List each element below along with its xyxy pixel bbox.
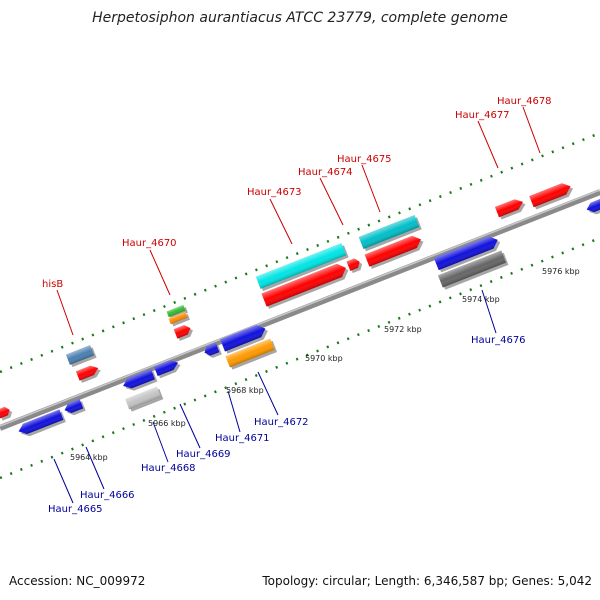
gene-block[interactable] — [168, 311, 190, 327]
gene-block-shading — [261, 263, 346, 307]
leader-line-haur-4678 — [522, 106, 541, 154]
gene-label-haur-4670[interactable]: Haur_4670 — [122, 238, 177, 249]
reverse-gene-labels: Haur_4665 Haur_4666 Haur_4668 Haur_4669 … — [48, 335, 526, 515]
leader-line-haur-4670 — [149, 249, 171, 296]
gene-block-shading — [364, 235, 421, 267]
gene-label-haur-4675[interactable]: Haur_4675 — [337, 154, 392, 165]
gene-block-shading — [529, 183, 571, 208]
gene-block-haur-4672[interactable] — [225, 338, 278, 370]
gene-block-shading — [220, 325, 266, 352]
gene-block-shading — [18, 409, 64, 434]
gene-block-haur-4665[interactable] — [17, 409, 66, 439]
gene-block-shading — [204, 342, 220, 356]
gene-block[interactable] — [261, 261, 351, 310]
gene-block[interactable] — [173, 323, 195, 342]
gene-block-shading — [225, 338, 275, 368]
leader-line-haur-4677 — [477, 120, 499, 169]
gene-block-haur-4675[interactable] — [358, 214, 422, 252]
forward-gene-labels: hisB Haur_4670 Haur_4673 Haur_4674 Haur_… — [42, 96, 552, 290]
gene-block-shading — [586, 197, 600, 213]
gene-blocks — [0, 180, 600, 439]
leader-line-haur-4673 — [269, 198, 293, 245]
gene-block-haur-4674[interactable] — [346, 257, 364, 274]
gene-block-shading — [0, 406, 10, 419]
scale-label: 5966 kbp — [148, 419, 186, 428]
leader-line-haur-4668 — [152, 421, 169, 463]
gene-block-shading — [346, 258, 360, 271]
gene-block[interactable] — [154, 357, 182, 379]
gene-label-haur-4673[interactable]: Haur_4673 — [247, 187, 302, 198]
gene-block-shading — [123, 369, 155, 389]
gene-label-haur-4668[interactable]: Haur_4668 — [141, 463, 196, 474]
gene-block-shading — [173, 325, 191, 339]
gene-block-hisB[interactable] — [65, 345, 97, 368]
gene-block-shading — [64, 399, 84, 413]
scale-label: 5972 kbp — [384, 325, 422, 334]
leader-line-haur-4665 — [53, 458, 74, 504]
gene-block[interactable] — [220, 322, 270, 354]
gene-block-haur-4677[interactable] — [494, 196, 528, 220]
gene-block-shading — [433, 236, 498, 271]
gene-label-haur-4678[interactable]: Haur_4678 — [497, 96, 552, 107]
leader-line-haur-4672 — [257, 371, 279, 416]
gene-block[interactable] — [364, 233, 426, 270]
leader-line-haur-4666 — [85, 446, 105, 490]
leader-line-hisB — [56, 289, 74, 336]
gene-block-haur-4673[interactable] — [255, 243, 349, 292]
gene-block-haur-4676[interactable] — [437, 250, 509, 290]
gene-label-haur-4672[interactable]: Haur_4672 — [254, 417, 309, 428]
gene-block-shading — [125, 386, 161, 410]
gene-block[interactable] — [585, 197, 600, 217]
gene-block-shading — [255, 243, 347, 289]
scale-label: 5964 kbp — [70, 453, 108, 462]
gene-block-haur-4666[interactable] — [63, 398, 86, 417]
scale-label: 5970 kbp — [305, 354, 343, 363]
gene-block-shading — [166, 304, 186, 318]
scale-label: 5974 kbp — [462, 295, 500, 304]
gene-block[interactable] — [121, 368, 158, 393]
gene-label-haur-4669[interactable]: Haur_4669 — [176, 449, 231, 460]
gene-label-haur-4677[interactable]: Haur_4677 — [455, 110, 510, 121]
accession-text: Accession: NC_009972 — [9, 574, 146, 588]
genome-backbone — [0, 189, 600, 431]
genome-backbone-highlight — [0, 189, 600, 427]
leader-line-haur-4676 — [481, 289, 497, 334]
gene-block[interactable] — [166, 304, 188, 320]
gene-block-haur-4668[interactable] — [125, 386, 164, 412]
leader-line-haur-4671 — [227, 390, 241, 433]
gene-label-haur-4674[interactable]: Haur_4674 — [298, 167, 353, 178]
gene-block[interactable] — [433, 233, 503, 273]
gene-block-shading — [494, 199, 524, 218]
topology-text: Topology: circular; Length: 6,346,587 bp… — [262, 574, 592, 588]
gene-label-haur-4665[interactable]: Haur_4665 — [48, 504, 103, 515]
gene-block-shading — [154, 360, 179, 377]
leader-lines — [53, 106, 541, 504]
gene-label-haur-4666[interactable]: Haur_4666 — [80, 490, 135, 501]
scale-label: 5968 kbp — [226, 386, 264, 395]
gene-block-haur-4671[interactable] — [203, 342, 222, 360]
gene-label-hisB[interactable]: hisB — [42, 279, 63, 290]
gene-label-haur-4671[interactable]: Haur_4671 — [215, 433, 270, 444]
gene-block-shading — [437, 250, 507, 288]
gene-block-shading — [358, 214, 420, 250]
gene-block-haur-4678[interactable] — [529, 180, 575, 210]
gene-block[interactable] — [0, 405, 14, 421]
leader-line-haur-4669 — [179, 403, 201, 449]
gene-block[interactable] — [75, 363, 103, 384]
scale-labels: 5964 kbp 5966 kbp 5968 kbp 5970 kbp 5972… — [70, 267, 580, 462]
gene-block-shading — [168, 311, 188, 325]
leader-line-haur-4674 — [319, 177, 344, 226]
gene-label-haur-4676[interactable]: Haur_4676 — [471, 335, 526, 346]
map-title: Herpetosiphon aurantiacus ATCC 23779, co… — [92, 10, 508, 26]
gene-block-shading — [65, 345, 95, 365]
scale-label: 5976 kbp — [542, 267, 580, 276]
gene-block-shading — [75, 365, 99, 381]
leader-line-haur-4675 — [361, 164, 381, 213]
